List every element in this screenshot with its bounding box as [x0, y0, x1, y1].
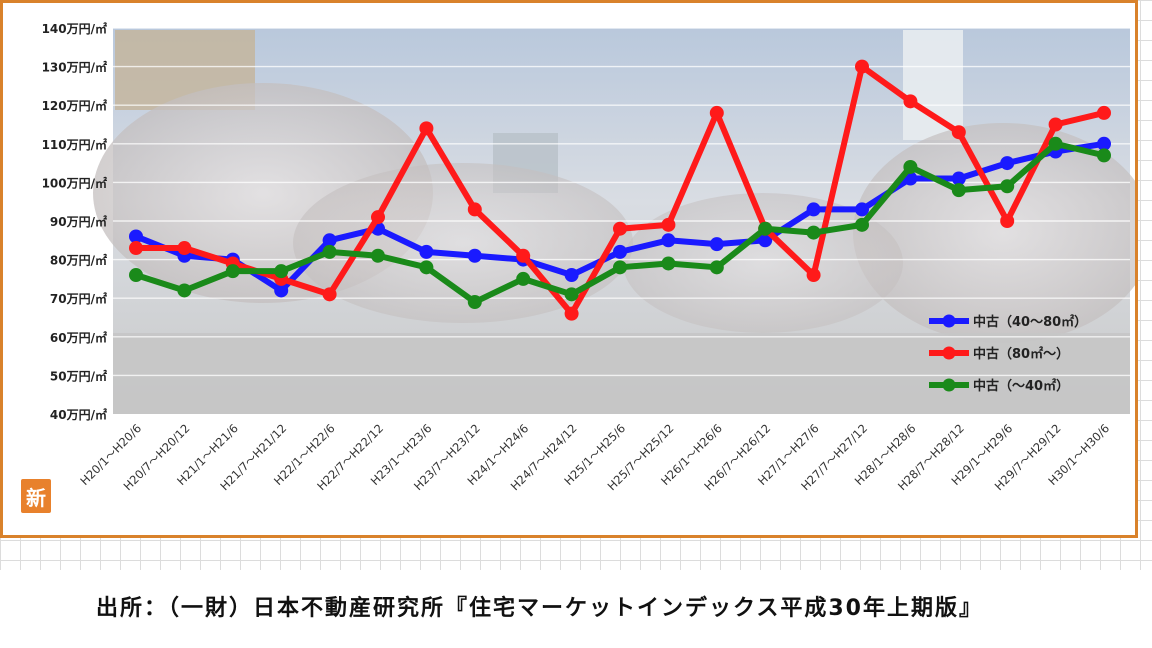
legend-entry: 中古（40～80㎡）	[973, 314, 1087, 330]
series-lines	[129, 59, 1111, 321]
legend-marker	[942, 314, 956, 328]
data-point	[855, 202, 869, 217]
data-point	[564, 306, 579, 321]
data-point	[419, 244, 434, 259]
y-tick-label: 110万円/㎡	[42, 137, 107, 152]
y-tick-label: 140万円/㎡	[42, 21, 107, 36]
y-tick-label: 50万円/㎡	[50, 368, 107, 383]
y-tick-label: 90万円/㎡	[50, 214, 107, 229]
data-point	[1097, 148, 1111, 163]
data-point	[177, 283, 192, 298]
chart-frame: 40万円/㎡ 50万円/㎡ 60万円/㎡ 70万円/㎡ 80万円/㎡ 90万円/㎡ 100万…	[0, 0, 1138, 538]
legend-marker	[942, 378, 956, 392]
data-point	[903, 159, 918, 174]
x-axis-ticks: H20/1～H20/6H20/7～H20/12H21/1～H21/6H21/7～…	[77, 421, 1112, 493]
data-point	[613, 221, 627, 236]
data-point	[951, 171, 966, 186]
data-point	[129, 229, 143, 244]
data-point	[1000, 179, 1015, 194]
data-point	[1048, 136, 1063, 151]
series-0	[129, 136, 1111, 298]
legend-entry: 中古（80㎡～）	[973, 346, 1069, 362]
legend-marker	[942, 346, 956, 360]
data-point	[1000, 156, 1015, 171]
series-1	[129, 59, 1111, 321]
data-point	[661, 217, 676, 232]
data-point	[806, 268, 821, 283]
data-point	[564, 287, 579, 302]
y-tick-label: 130万円/㎡	[42, 60, 107, 75]
y-tick-label: 60万円/㎡	[50, 330, 107, 345]
legend: 中古（40～80㎡） 中古（80㎡～） 中古（～40㎡）	[929, 314, 1087, 394]
data-point	[855, 59, 869, 74]
data-point	[467, 295, 482, 310]
data-point	[516, 248, 531, 263]
data-point	[467, 202, 482, 217]
series-2	[129, 136, 1111, 310]
data-point	[419, 121, 434, 136]
data-point	[467, 248, 482, 263]
source-band	[0, 570, 1152, 648]
data-point	[274, 264, 289, 279]
data-point	[951, 125, 966, 140]
data-point	[274, 283, 289, 298]
data-point	[322, 244, 337, 259]
data-point	[371, 248, 385, 263]
y-tick-label: 80万円/㎡	[50, 253, 107, 268]
data-point	[613, 260, 627, 275]
gridlines	[113, 27, 1130, 377]
data-point	[758, 233, 773, 248]
data-point	[709, 260, 724, 275]
data-point	[322, 233, 337, 248]
data-point	[1097, 136, 1111, 151]
data-point	[419, 260, 434, 275]
data-point	[1048, 117, 1063, 132]
data-point	[709, 237, 724, 252]
data-point	[661, 256, 676, 271]
data-point	[322, 287, 337, 302]
data-point	[129, 241, 143, 256]
data-point	[371, 210, 385, 225]
data-point	[903, 94, 918, 109]
source-note: 出所：（一財）日本不動産研究所『住宅マーケットインデックス平成30年上期版』	[96, 596, 983, 621]
data-point	[1000, 214, 1015, 228]
y-tick-label: 70万円/㎡	[50, 291, 107, 306]
data-point	[806, 202, 821, 217]
data-point	[806, 225, 821, 240]
data-point	[855, 217, 869, 232]
data-point	[177, 241, 192, 256]
y-tick-label: 40万円/㎡	[50, 407, 107, 422]
line-chart: 40万円/㎡ 50万円/㎡ 60万円/㎡ 70万円/㎡ 80万円/㎡ 90万円/㎡ 100万…	[42, 21, 1135, 493]
y-axis-ticks: 40万円/㎡ 50万円/㎡ 60万円/㎡ 70万円/㎡ 80万円/㎡ 90万円/㎡ 100万…	[42, 21, 107, 422]
data-point	[709, 105, 724, 120]
new-badge: 新	[21, 479, 51, 513]
data-point	[951, 183, 966, 198]
y-tick-label: 120万円/㎡	[42, 98, 107, 113]
data-point	[661, 233, 676, 248]
legend-entry: 中古（～40㎡）	[973, 378, 1069, 394]
data-point	[516, 271, 531, 286]
data-point	[613, 244, 627, 259]
y-tick-label: 100万円/㎡	[42, 175, 107, 190]
data-point	[1097, 105, 1111, 120]
data-point	[225, 264, 240, 279]
data-point	[758, 221, 773, 236]
data-point	[129, 268, 143, 283]
data-point	[564, 268, 579, 283]
